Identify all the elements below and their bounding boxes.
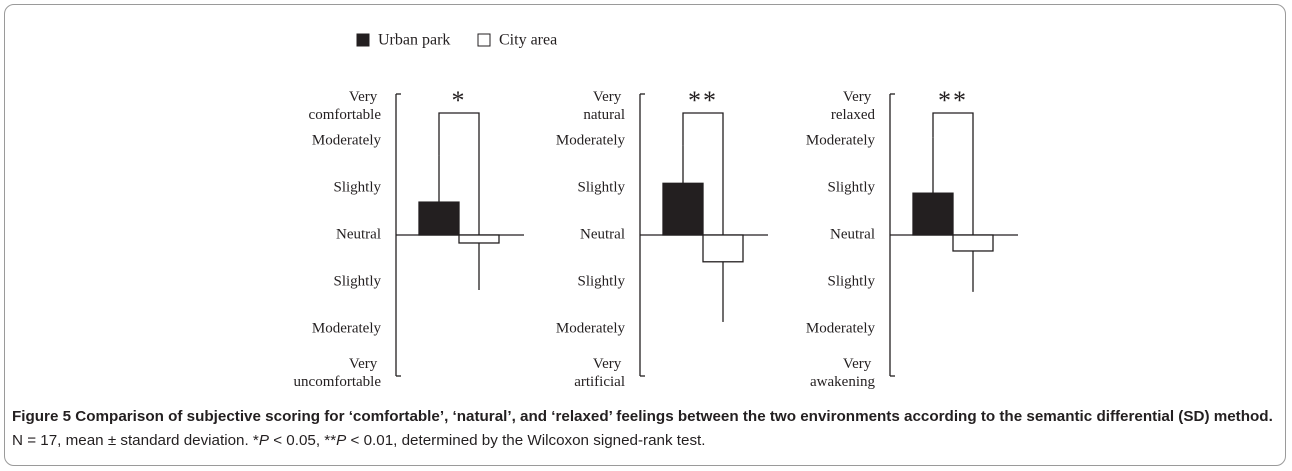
bar [912,192,954,236]
legend-swatch [356,33,370,47]
caption-text: N = 17, mean ± standard deviation. * [12,432,259,449]
y-tick-label: Moderately [312,320,382,336]
y-tick-label: Neutral [830,226,875,242]
y-tick-label: Very relaxed [831,89,876,123]
significance-marker: ** [938,86,968,115]
significance-marker: ** [688,86,718,115]
significance-bracket [682,112,724,235]
bar [952,234,994,252]
y-tick-label: Moderately [556,320,626,336]
y-tick-label: Very artificial [574,356,625,390]
y-tick-label: Moderately [556,132,626,148]
y-tick-label: Very comfortable [309,89,382,123]
y-tick-label: Neutral [580,226,625,242]
y-tick-label: Neutral [336,226,381,242]
caption-text: P [258,432,269,449]
caption-text: < 0.01, determined by the Wilcoxon signe… [350,432,706,449]
caption: Figure 5 Comparison of subjective scorin… [12,405,1284,453]
caption-title: Figure 5 Comparison of subjective scorin… [12,408,1273,425]
bar [458,234,500,244]
y-tick-label: Very awakening [810,356,875,390]
significance-marker: * [452,86,467,115]
figure-frame [4,4,1286,466]
caption-text: P [336,432,347,449]
y-tick-label: Moderately [806,132,876,148]
y-tick-label: Very natural [583,89,625,123]
y-tick-label: Slightly [577,273,625,289]
legend-label: City area [499,32,557,49]
y-tick-label: Slightly [333,179,381,195]
y-tick-label: Slightly [333,273,381,289]
y-tick-label: Slightly [827,179,875,195]
significance-bracket [438,112,480,235]
chart: Urban park City area Very uncomfortable Mod… [294,32,1018,390]
y-tick-label: Slightly [577,179,625,195]
y-tick-label: Moderately [312,132,382,148]
legend-swatch [477,33,491,47]
legend-label: Urban park [378,32,450,49]
significance-bracket [932,112,974,235]
bar [662,182,704,236]
y-tick-label: Moderately [806,320,876,336]
y-tick-label: Very uncomfortable [294,356,382,390]
caption-text: < 0.05, ** [273,432,337,449]
bar [702,234,744,263]
y-tick-label: Slightly [827,273,875,289]
bar [418,201,460,236]
